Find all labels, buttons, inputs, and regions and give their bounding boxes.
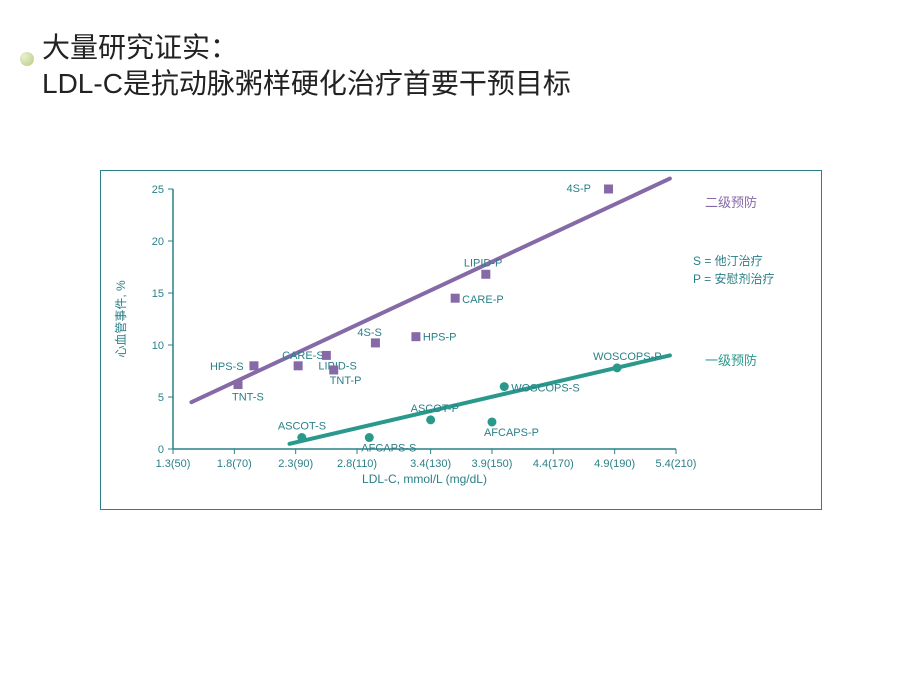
svg-text:二级预防: 二级预防 [705, 195, 757, 210]
chart-container: 0 5 10 15 20 25 1.3(50) 1.8(70) 2.3(90) 2.8(110) 3… [100, 170, 822, 510]
svg-text:5.4(210): 5.4(210) [656, 458, 697, 470]
svg-text:10: 10 [152, 340, 164, 352]
svg-text:LDL-C, mmol/L (mg/dL): LDL-C, mmol/L (mg/dL) [362, 472, 487, 486]
scatter-chart: 0 5 10 15 20 25 1.3(50) 1.8(70) 2.3(90) 2.8(110) 3… [101, 171, 821, 509]
svg-text:TNT-P: TNT-P [330, 375, 362, 387]
bullet-decor [20, 52, 34, 66]
svg-text:AFCAPS-P: AFCAPS-P [484, 427, 539, 439]
svg-text:2.8(110): 2.8(110) [337, 458, 377, 470]
svg-text:3.9(150): 3.9(150) [471, 458, 512, 470]
svg-text:HPS-S: HPS-S [210, 361, 244, 373]
svg-text:2.3(90): 2.3(90) [278, 458, 313, 470]
svg-text:AFCAPS-S: AFCAPS-S [361, 443, 416, 455]
svg-text:HPS-P: HPS-P [423, 332, 457, 344]
svg-text:1.8(70): 1.8(70) [217, 458, 252, 470]
svg-text:1.3(50): 1.3(50) [156, 458, 191, 470]
svg-text:CARE-P: CARE-P [462, 294, 504, 306]
svg-text:20: 20 [152, 236, 164, 248]
svg-text:4.4(170): 4.4(170) [533, 458, 574, 470]
svg-text:4S-P: 4S-P [567, 183, 591, 195]
svg-text:4S-S: 4S-S [357, 327, 381, 339]
svg-text:S = 他汀治疗: S = 他汀治疗 [693, 254, 763, 268]
svg-text:5: 5 [158, 392, 164, 404]
svg-text:TNT-S: TNT-S [232, 392, 264, 404]
svg-text:LIPID-P: LIPID-P [464, 257, 503, 269]
svg-text:ASCOT-P: ASCOT-P [411, 403, 459, 415]
svg-text:25: 25 [152, 184, 164, 196]
svg-text:ASCOT-S: ASCOT-S [278, 421, 326, 433]
svg-text:心血管事件, %: 心血管事件, % [113, 280, 128, 358]
slide-title: 大量研究证实： LDL-C是抗动脉粥样硬化治疗首要干预目标 [42, 30, 571, 103]
svg-text:WOSCOPS-P: WOSCOPS-P [593, 351, 661, 363]
svg-text:P = 安慰剂治疗: P = 安慰剂治疗 [693, 271, 774, 286]
svg-text:4.9(190): 4.9(190) [594, 458, 635, 470]
svg-text:15: 15 [152, 288, 164, 300]
svg-text:0: 0 [158, 444, 164, 456]
svg-text:一级预防: 一级预防 [705, 353, 757, 368]
svg-text:WOSCOPS-S: WOSCOPS-S [511, 383, 579, 395]
svg-text:3.4(130): 3.4(130) [410, 458, 451, 470]
